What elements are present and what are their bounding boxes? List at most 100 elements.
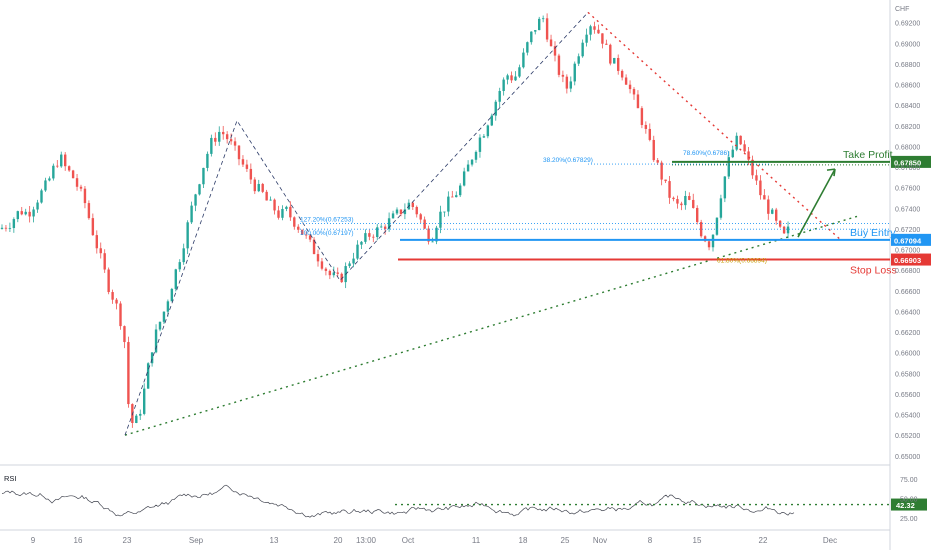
candle-body [672, 197, 675, 200]
candle-body [198, 184, 201, 195]
candle-body [312, 239, 316, 255]
candle-body [143, 388, 146, 414]
candle-body [75, 178, 79, 187]
candle-body [107, 269, 110, 293]
candle-body [538, 18, 541, 31]
candle-body [340, 273, 343, 283]
candle-body [581, 42, 584, 57]
x-tick-label: 18 [519, 536, 528, 545]
candle-body [557, 55, 561, 75]
candle-body [297, 226, 300, 230]
candle-body [723, 176, 727, 199]
candle-body [767, 199, 770, 214]
y-tick-label: 0.65200 [895, 433, 920, 440]
candle-body [510, 75, 513, 81]
x-tick-label: 13 [270, 536, 279, 545]
candle-body [249, 168, 253, 180]
candle-body [707, 241, 711, 248]
candle-body [40, 190, 43, 203]
candle-body [478, 137, 482, 152]
candle-body [648, 128, 651, 140]
candle-body [158, 321, 162, 330]
candle-body [585, 34, 588, 43]
candle-body [103, 253, 106, 270]
x-tick-label: 15 [693, 536, 702, 545]
candle-body [32, 209, 35, 217]
candle-body [735, 135, 738, 150]
candle-body [281, 208, 284, 218]
level-label: Take Profit [843, 149, 893, 161]
candle-body [139, 413, 142, 416]
price-tag: 0.67094 [894, 236, 922, 245]
candle-body [569, 81, 572, 89]
x-tick-label: 25 [561, 536, 570, 545]
candle-body [451, 196, 454, 198]
y-tick-label: 0.67800 [895, 165, 920, 172]
candle-body [383, 226, 387, 230]
candle-body [360, 241, 363, 245]
candle-body [731, 149, 734, 158]
fib-label: 100.00%(0.67197) [300, 230, 354, 237]
candle-body [99, 248, 102, 254]
y-tick-label: 0.67200 [895, 227, 920, 234]
candle-body [0, 227, 4, 229]
candle-body [660, 162, 663, 180]
candle-body [162, 311, 166, 322]
candle-body [415, 206, 418, 215]
candle-body [459, 185, 462, 196]
candle-body [447, 196, 450, 212]
candle-body [482, 136, 486, 138]
candle-body [593, 26, 596, 30]
candle-body [60, 154, 63, 167]
candle-body [293, 217, 296, 227]
candle-body [233, 141, 237, 146]
candle-body [609, 44, 612, 64]
candle-body [348, 263, 351, 267]
x-tick-label: Dec [823, 536, 837, 545]
candle-body [28, 211, 31, 217]
downtrend-line [587, 11, 841, 240]
y-tick-label: 0.66200 [895, 330, 920, 337]
y-tick-label: 0.66000 [895, 351, 920, 358]
candle-body [561, 74, 565, 77]
y-tick-label: 0.69000 [895, 41, 920, 48]
candle-body [372, 236, 375, 238]
candle-body [494, 101, 497, 116]
candle-body [186, 222, 189, 249]
candle-body [411, 202, 414, 207]
candle-body [573, 63, 576, 82]
candle-body [462, 171, 466, 186]
x-tick-label: 11 [472, 536, 481, 545]
y-tick-label: 0.68200 [895, 124, 920, 131]
candle-body [498, 90, 501, 102]
candle-body [782, 226, 786, 234]
candle-body [135, 415, 138, 423]
candle-body [715, 217, 719, 235]
candle-body [545, 18, 549, 40]
candle-body [71, 170, 75, 179]
candle-body [336, 272, 339, 274]
candle-body [190, 205, 193, 223]
candle-body [624, 77, 628, 85]
candle-body [304, 234, 308, 236]
rsi-tick-label: 75.00 [900, 477, 918, 484]
candle-body [403, 209, 407, 215]
candle-body [601, 33, 604, 44]
candle-body [751, 159, 754, 176]
candle-body [466, 164, 470, 172]
candle-body [522, 52, 525, 68]
y-tick-label: 0.66800 [895, 268, 920, 275]
candle-body [194, 194, 197, 206]
candle-body [692, 199, 695, 208]
candle-body [210, 137, 213, 154]
candle-body [763, 195, 766, 200]
candle-body [727, 157, 730, 177]
candle-body [719, 198, 723, 218]
projection-arrow [797, 168, 836, 238]
candle-body [759, 180, 762, 196]
candle-body [747, 151, 750, 160]
candle-body [364, 233, 367, 242]
price-tag-bg [891, 155, 931, 168]
